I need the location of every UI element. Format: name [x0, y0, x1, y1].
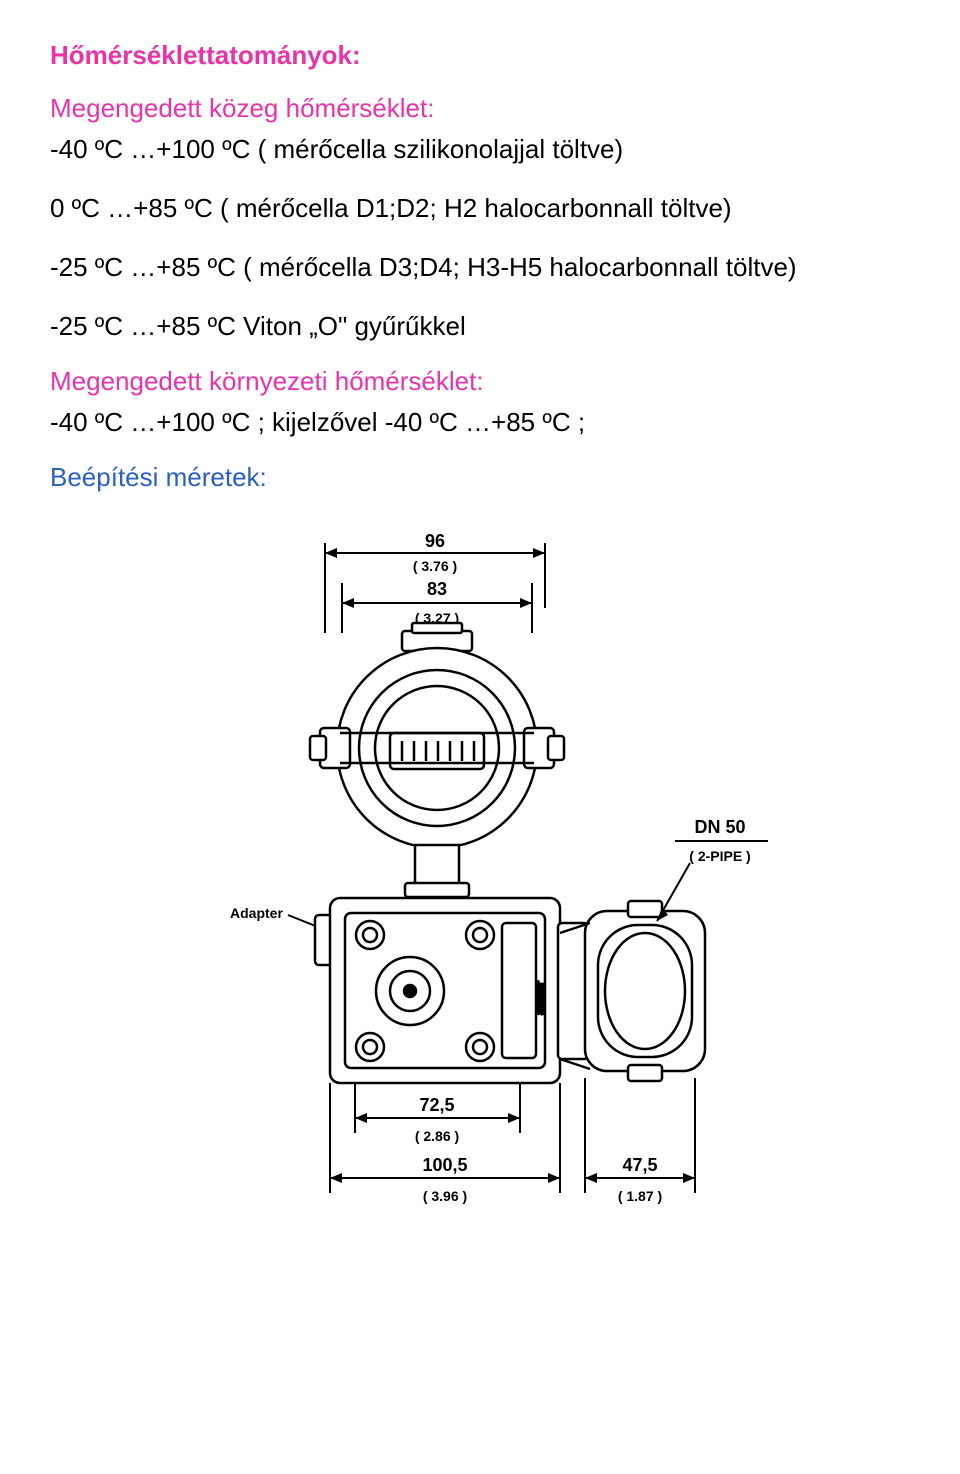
svg-text:( 3.96 ): ( 3.96 )	[423, 1188, 467, 1204]
svg-text:83: 83	[427, 579, 447, 599]
dimensions-heading: Beépítési méretek:	[50, 462, 910, 493]
svg-text:47,5: 47,5	[622, 1155, 657, 1175]
dim-72-5: 72,5 ( 2.86 )	[355, 1083, 520, 1144]
svg-text:100,5: 100,5	[422, 1155, 467, 1175]
transmitter-head	[310, 623, 564, 897]
line-halocarbon-d1d2: 0 ºC …+85 ºC ( mérőcella D1;D2; H2 haloc…	[50, 189, 910, 228]
media-temp-heading: Megengedett közeg hőmérséklet:	[50, 93, 910, 124]
svg-text:72,5: 72,5	[419, 1095, 454, 1115]
svg-text:Adapter: Adapter	[230, 905, 283, 921]
svg-text:( 2-PIPE ): ( 2-PIPE )	[689, 848, 750, 864]
adapter-label: Adapter	[230, 905, 328, 933]
line-halocarbon-d3d4: -25 ºC …+85 ºC ( mérőcella D3;D4; H3-H5 …	[50, 248, 910, 287]
svg-text:( 2.86 ): ( 2.86 )	[415, 1128, 459, 1144]
line-env: -40 ºC …+100 ºC ; kijelzővel -40 ºC …+85…	[50, 403, 910, 442]
env-temp-heading: Megengedett környezeti hőmérséklet:	[50, 366, 910, 397]
dn50-label: DN 50 ( 2-PIPE )	[657, 817, 768, 921]
sensor-body: smar	[315, 898, 588, 1083]
svg-text:( 1.87 ): ( 1.87 )	[618, 1188, 662, 1204]
svg-text:DN 50: DN 50	[694, 817, 745, 837]
svg-text:( 3.76 ): ( 3.76 )	[413, 558, 457, 574]
temp-ranges-heading: Hőmérséklettatományok:	[50, 40, 910, 71]
svg-text:96: 96	[425, 531, 445, 551]
line-viton: -25 ºC …+85 ºC Viton „O" gyűrűkkel	[50, 307, 910, 346]
line-silicone: -40 ºC …+100 ºC ( mérőcella szilikonolaj…	[50, 130, 910, 169]
svg-text:smar: smar	[531, 981, 547, 1015]
dim-47-5: 47,5 ( 1.87 )	[585, 1078, 695, 1204]
dimension-diagram: 96 ( 3.76 ) 83 ( 3.27 )	[50, 523, 910, 1243]
